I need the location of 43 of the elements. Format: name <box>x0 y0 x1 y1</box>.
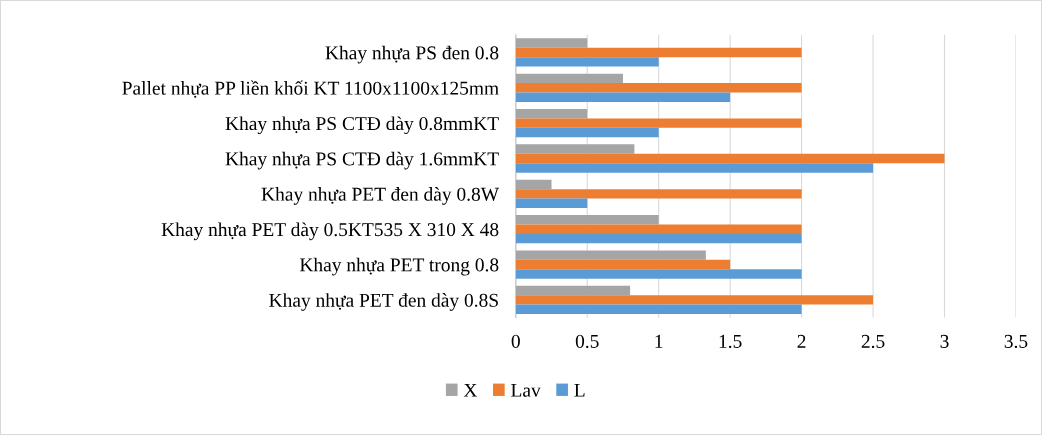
bar <box>515 304 802 315</box>
legend-label: X <box>463 383 478 397</box>
y-tick-label: Khay nhựa PS đen 0.8 <box>325 45 499 64</box>
legend-label: Lav <box>511 383 541 397</box>
y-tick-label: Khay nhựa PS CTĐ dày 1.6mmKT <box>225 151 499 170</box>
bar <box>515 163 874 173</box>
x-tick-label: 1 <box>655 334 663 348</box>
bar <box>515 259 731 270</box>
bar <box>515 127 659 138</box>
bar <box>515 57 659 67</box>
bar <box>515 198 588 208</box>
bar <box>515 118 802 128</box>
bar <box>515 250 706 260</box>
bar <box>515 233 802 244</box>
bar <box>515 83 802 93</box>
y-tick-label: Pallet nhựa PP liền khối KT 1100x1100x125mm <box>122 80 499 98</box>
bar <box>515 38 588 48</box>
x-tick-label: 3 <box>940 334 949 348</box>
y-tick-label: Khay nhựa PET đen dày 0.8W <box>261 187 500 205</box>
y-tick-label: Khay nhựa PET đen dày 0.8S <box>269 293 498 311</box>
bar <box>515 153 945 164</box>
bar <box>515 73 623 84</box>
x-tick-label: 1.5 <box>719 334 742 348</box>
bar <box>515 144 635 154</box>
bar <box>515 47 802 58</box>
y-tick-label: Khay nhựa PET trong 0.8 <box>299 257 499 276</box>
x-tick-label: 2 <box>797 334 806 348</box>
x-tick-label: 3.5 <box>1004 334 1028 348</box>
bar <box>515 109 588 119</box>
bar <box>515 285 631 296</box>
bar <box>515 269 802 279</box>
bar <box>515 295 874 305</box>
bar <box>515 179 552 190</box>
x-tick-label: 0 <box>511 334 520 348</box>
y-tick-label: Khay nhựa PS CTĐ dày 0.8mmKT <box>225 116 499 135</box>
y-tick-label: Khay nhựa PET dày 0.5KT535 X 310 X 48 <box>161 222 499 241</box>
bar <box>515 92 731 102</box>
legend-label: L <box>574 383 585 397</box>
x-tick-label: 2.5 <box>861 334 885 348</box>
x-tick-label: 0.5 <box>575 334 599 348</box>
bar <box>515 224 802 234</box>
bar <box>515 189 802 199</box>
bar <box>515 215 659 225</box>
